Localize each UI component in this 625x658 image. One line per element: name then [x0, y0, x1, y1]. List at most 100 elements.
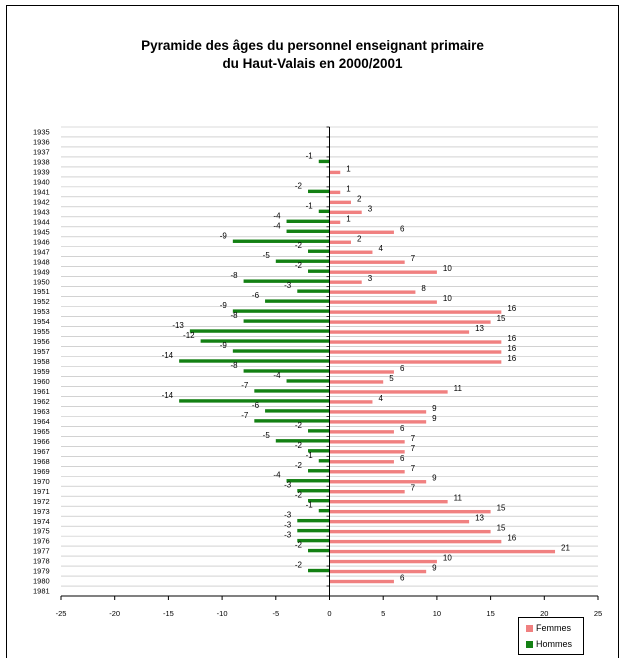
bar-femmes	[329, 380, 384, 384]
y-tick-label: 1935	[33, 128, 50, 137]
data-label-femmes: 13	[475, 514, 484, 523]
data-label-hommes: -2	[295, 261, 303, 270]
bar-hommes	[308, 548, 330, 553]
bar-hommes	[297, 289, 330, 293]
data-label-hommes: -2	[295, 441, 303, 450]
y-tick-label: 1946	[33, 237, 50, 246]
data-label-femmes: 9	[432, 564, 437, 573]
y-tick-label: 1957	[33, 347, 50, 356]
y-tick-label: 1951	[33, 287, 50, 296]
y-tick-label: 1964	[33, 417, 50, 426]
y-tick-label: 1978	[33, 557, 50, 566]
data-label-hommes: -2	[295, 541, 303, 550]
legend-swatch-femmes	[526, 625, 533, 633]
bar-femmes	[329, 549, 556, 554]
bar-hommes	[286, 479, 330, 483]
bar-hommes	[286, 379, 330, 383]
data-label-femmes: 7	[411, 254, 416, 263]
y-tick-label: 1936	[33, 138, 50, 147]
data-label-hommes: -3	[284, 521, 292, 530]
bar-hommes	[308, 499, 330, 503]
data-label-femmes: 7	[411, 484, 416, 493]
y-tick-label: 1941	[33, 187, 50, 196]
data-label-femmes: 16	[507, 344, 516, 353]
y-tick-label: 1975	[33, 527, 50, 536]
bar-hommes	[308, 429, 330, 433]
bar-hommes	[243, 319, 330, 323]
data-label-femmes: 2	[357, 194, 362, 203]
data-label-femmes: 3	[368, 204, 373, 213]
data-label-femmes: 6	[400, 424, 405, 433]
bar-femmes	[329, 539, 502, 544]
bar-femmes	[329, 420, 427, 424]
data-label-hommes: -1	[306, 151, 314, 160]
data-label-hommes: -2	[295, 421, 303, 430]
bar-hommes	[297, 518, 330, 523]
data-label-hommes: -3	[284, 481, 292, 490]
data-label-femmes: 5	[389, 374, 394, 383]
bar-femmes	[329, 250, 373, 254]
bar-femmes	[329, 170, 341, 175]
bar-femmes	[329, 519, 470, 524]
bar-hommes	[254, 419, 330, 423]
x-tick-label: 10	[433, 609, 441, 618]
y-tick-label: 1954	[33, 317, 50, 326]
y-tick-label: 1937	[33, 148, 50, 157]
bar-femmes	[329, 340, 502, 344]
chart-frame	[6, 5, 619, 658]
y-tick-label: 1948	[33, 257, 50, 266]
data-label-hommes: -4	[273, 221, 281, 230]
y-tick-label: 1971	[33, 487, 50, 496]
data-label-hommes: -13	[172, 321, 184, 330]
y-tick-label: 1961	[33, 387, 50, 396]
legend-label-hommes: Hommes	[536, 639, 573, 649]
bar-femmes	[329, 310, 502, 314]
x-tick-label: -15	[163, 609, 174, 618]
x-tick-label: 15	[486, 609, 494, 618]
bar-femmes	[329, 480, 427, 484]
bar-femmes	[329, 280, 362, 284]
bar-hommes	[297, 538, 330, 543]
data-label-hommes: -4	[273, 371, 281, 380]
data-label-femmes: 6	[400, 364, 405, 373]
bar-hommes	[265, 299, 330, 303]
bar-hommes	[286, 219, 330, 223]
y-tick-label: 1970	[33, 477, 50, 486]
chart-title: Pyramide des âges du personnel enseignan…	[0, 37, 625, 73]
bar-hommes	[308, 568, 330, 573]
data-label-hommes: -6	[252, 291, 260, 300]
data-label-hommes: -1	[306, 501, 314, 510]
y-tick-label: 1959	[33, 367, 50, 376]
y-tick-label: 1979	[33, 567, 50, 576]
bar-hommes	[308, 469, 330, 473]
data-label-femmes: 7	[411, 444, 416, 453]
y-tick-label: 1943	[33, 207, 50, 216]
y-tick-label: 1969	[33, 467, 50, 476]
bar-femmes	[329, 450, 405, 454]
bar-femmes	[329, 569, 427, 574]
bar-hommes	[286, 229, 330, 233]
data-label-hommes: -4	[273, 471, 281, 480]
bar-hommes	[297, 528, 330, 533]
y-tick-label: 1944	[33, 217, 50, 226]
y-tick-label: 1968	[33, 457, 50, 466]
data-label-femmes: 15	[497, 524, 506, 533]
x-tick-label: -5	[272, 609, 279, 618]
bar-femmes	[329, 490, 405, 494]
legend-item-hommes: Hommes	[526, 638, 572, 650]
bar-femmes	[329, 509, 491, 514]
data-label-femmes: 9	[432, 414, 437, 423]
bar-femmes	[329, 320, 491, 324]
bar-hommes	[318, 508, 330, 513]
bar-hommes	[308, 449, 330, 453]
bar-femmes	[329, 300, 437, 304]
legend-label-femmes: Femmes	[536, 623, 572, 633]
data-label-hommes: -9	[220, 301, 228, 310]
bar-hommes	[275, 439, 330, 443]
y-tick-label: 1977	[33, 547, 50, 556]
data-label-femmes: 6	[400, 454, 405, 463]
bar-hommes	[308, 269, 330, 273]
bar-femmes	[329, 470, 405, 474]
data-label-femmes: 1	[346, 164, 351, 173]
data-label-hommes: -12	[183, 331, 195, 340]
